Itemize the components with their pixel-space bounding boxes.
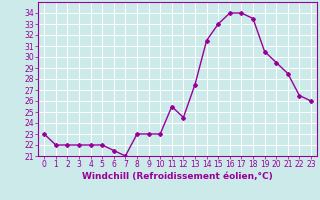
X-axis label: Windchill (Refroidissement éolien,°C): Windchill (Refroidissement éolien,°C) xyxy=(82,172,273,181)
